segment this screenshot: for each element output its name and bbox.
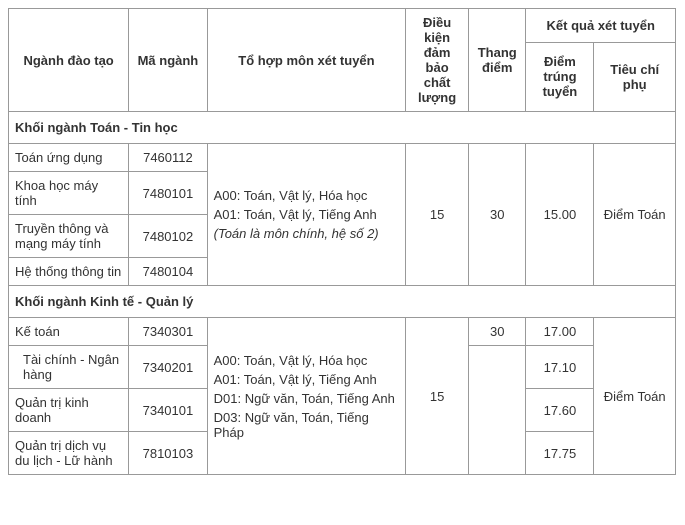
cell-major: Tài chính - Ngân hàng: [9, 346, 129, 389]
header-code: Mã ngành: [129, 9, 207, 112]
section-header-toan-tin: Khối ngành Toán - Tin học: [9, 112, 676, 144]
table-row: Toán ứng dụng 7460112 A00: Toán, Vật lý,…: [9, 144, 676, 172]
cell-combo: A00: Toán, Vật lý, Hóa học A01: Toán, Vậ…: [207, 144, 406, 286]
section-title: Khối ngành Kinh tế - Quản lý: [9, 286, 676, 318]
cell-major: Toán ứng dụng: [9, 144, 129, 172]
cell-score: 17.75: [526, 432, 594, 475]
cell-scale: 30: [468, 318, 525, 346]
cell-major: Quản trị kinh doanh: [9, 389, 129, 432]
cell-code: 7340301: [129, 318, 207, 346]
cell-score: 17.60: [526, 389, 594, 432]
header-scale: Thang điểm: [468, 9, 525, 112]
cell-code: 7810103: [129, 432, 207, 475]
header-major: Ngành đào tạo: [9, 9, 129, 112]
header-condition: Điều kiện đảm bảo chất lượng: [406, 9, 469, 112]
cell-condition: 15: [406, 318, 469, 475]
cell-code: 7340201: [129, 346, 207, 389]
cell-criteria: Điểm Toán: [594, 318, 676, 475]
cell-score: 17.00: [526, 318, 594, 346]
combo-note: (Toán là môn chính, hệ số 2): [214, 226, 400, 241]
cell-scale: 30: [468, 144, 525, 286]
cell-code: 7480101: [129, 172, 207, 215]
cell-scale-empty: [468, 346, 525, 475]
cell-major: Hệ thống thông tin: [9, 258, 129, 286]
cell-code: 7340101: [129, 389, 207, 432]
cell-major: Quản trị dịch vụ du lịch - Lữ hành: [9, 432, 129, 475]
cell-criteria: Điểm Toán: [594, 144, 676, 286]
cell-score: 17.10: [526, 346, 594, 389]
header-sub-criteria: Tiêu chí phụ: [594, 42, 676, 111]
combo-line: A00: Toán, Vật lý, Hóa học: [214, 188, 400, 203]
cell-major: Kế toán: [9, 318, 129, 346]
combo-line: D03: Ngữ văn, Toán, Tiếng Pháp: [214, 410, 400, 440]
cell-major: Khoa học máy tính: [9, 172, 129, 215]
table-row: Kế toán 7340301 A00: Toán, Vật lý, Hóa h…: [9, 318, 676, 346]
combo-line: A01: Toán, Vật lý, Tiếng Anh: [214, 372, 400, 387]
header-results: Kết quả xét tuyển: [526, 9, 676, 43]
cell-score: 15.00: [526, 144, 594, 286]
cell-major: Truyền thông và mạng máy tính: [9, 215, 129, 258]
header-admission-score: Điểm trúng tuyển: [526, 42, 594, 111]
cell-code: 7480102: [129, 215, 207, 258]
cell-combo: A00: Toán, Vật lý, Hóa học A01: Toán, Vậ…: [207, 318, 406, 475]
section-header-kinh-te: Khối ngành Kinh tế - Quản lý: [9, 286, 676, 318]
cell-code: 7480104: [129, 258, 207, 286]
section-title: Khối ngành Toán - Tin học: [9, 112, 676, 144]
combo-line: D01: Ngữ văn, Toán, Tiếng Anh: [214, 391, 400, 406]
header-combo: Tổ hợp môn xét tuyển: [207, 9, 406, 112]
cell-condition: 15: [406, 144, 469, 286]
combo-line: A01: Toán, Vật lý, Tiếng Anh: [214, 207, 400, 222]
cell-code: 7460112: [129, 144, 207, 172]
admissions-table: Ngành đào tạo Mã ngành Tổ hợp môn xét tu…: [8, 8, 676, 475]
combo-line: A00: Toán, Vật lý, Hóa học: [214, 353, 400, 368]
